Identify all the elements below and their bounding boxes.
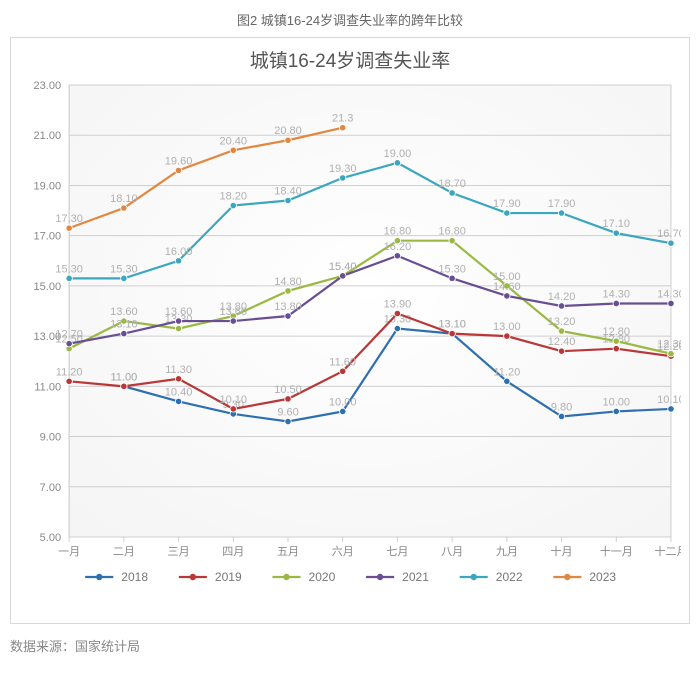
line-chart: 5.00 7.00 9.00 11.00 13.00 15.00 17.00 19.00 21.… (19, 77, 681, 617)
svg-text:18.70: 18.70 (438, 178, 466, 190)
svg-text:13.60: 13.60 (110, 306, 138, 318)
svg-text:16.00: 16.00 (165, 246, 193, 258)
svg-text:21.3: 21.3 (332, 113, 353, 125)
svg-text:14.80: 14.80 (274, 276, 302, 288)
svg-text:13.20: 13.20 (548, 316, 576, 328)
svg-text:15.30: 15.30 (55, 263, 83, 275)
svg-text:16.80: 16.80 (438, 226, 466, 238)
svg-text:19.60: 19.60 (165, 155, 193, 167)
chart-container: 城镇16-24岁调查失业率 5.00 7.00 9.00 11.00 13.00 15.0… (10, 37, 690, 624)
svg-text:十月: 十月 (551, 544, 573, 558)
svg-text:2018: 2018 (121, 570, 148, 584)
svg-text:15.40: 15.40 (329, 261, 357, 273)
svg-text:2023: 2023 (589, 570, 616, 584)
svg-text:18.10: 18.10 (110, 193, 138, 205)
svg-text:12.80: 12.80 (602, 326, 630, 338)
svg-text:19.30: 19.30 (329, 163, 357, 175)
svg-text:15.00: 15.00 (34, 281, 62, 293)
svg-text:14.60: 14.60 (493, 281, 521, 293)
svg-text:16.70: 16.70 (657, 228, 681, 240)
figure-caption: 图2 城镇16-24岁调查失业率的跨年比较 (0, 0, 700, 37)
svg-text:2020: 2020 (309, 570, 336, 584)
svg-text:14.20: 14.20 (548, 291, 576, 303)
svg-text:17.90: 17.90 (548, 198, 576, 210)
svg-text:16.20: 16.20 (384, 241, 412, 253)
svg-text:九月: 九月 (496, 545, 518, 558)
svg-text:15.30: 15.30 (438, 263, 466, 275)
page-root: 图2 城镇16-24岁调查失业率的跨年比较 城镇16-24岁调查失业率 5.00… (0, 0, 700, 684)
svg-text:2019: 2019 (215, 570, 242, 584)
svg-text:2021: 2021 (402, 570, 429, 584)
svg-text:18.20: 18.20 (219, 191, 247, 203)
svg-text:10.00: 10.00 (602, 396, 630, 408)
svg-text:19.00: 19.00 (34, 180, 62, 192)
svg-text:17.30: 17.30 (55, 213, 83, 225)
svg-text:10.10: 10.10 (657, 394, 681, 406)
svg-text:三月: 三月 (168, 546, 190, 558)
svg-text:19.00: 19.00 (384, 148, 412, 160)
svg-text:13.90: 13.90 (384, 299, 412, 311)
svg-text:5.00: 5.00 (40, 532, 61, 544)
svg-text:二月: 二月 (113, 546, 135, 558)
svg-text:13.10: 13.10 (438, 319, 466, 331)
svg-text:21.00: 21.00 (34, 130, 62, 142)
svg-text:16.80: 16.80 (384, 226, 412, 238)
svg-text:10.00: 10.00 (329, 396, 357, 408)
svg-text:2022: 2022 (496, 570, 523, 584)
svg-text:十二月: 十二月 (654, 544, 681, 558)
svg-text:15.30: 15.30 (110, 263, 138, 275)
svg-text:12.30: 12.30 (657, 339, 681, 351)
svg-text:13.00: 13.00 (493, 321, 521, 333)
svg-text:四月: 四月 (222, 546, 244, 558)
svg-text:11.60: 11.60 (329, 356, 356, 368)
svg-text:7.00: 7.00 (40, 482, 61, 494)
svg-text:20.40: 20.40 (219, 135, 247, 147)
svg-text:12.70: 12.70 (55, 329, 83, 341)
svg-text:11.30: 11.30 (165, 364, 192, 376)
svg-text:18.40: 18.40 (274, 186, 302, 198)
svg-text:17.00: 17.00 (34, 231, 62, 243)
svg-text:9.80: 9.80 (551, 401, 572, 413)
svg-text:十一月: 十一月 (600, 544, 633, 558)
svg-text:10.40: 10.40 (165, 386, 193, 398)
svg-text:12.40: 12.40 (548, 336, 576, 348)
svg-text:11.00: 11.00 (34, 381, 61, 393)
svg-text:20.80: 20.80 (274, 125, 302, 137)
svg-text:七月: 七月 (386, 545, 408, 558)
svg-text:17.10: 17.10 (602, 218, 630, 230)
chart-title: 城镇16-24岁调查失业率 (19, 46, 681, 73)
svg-text:六月: 六月 (332, 545, 354, 558)
svg-text:14.30: 14.30 (657, 288, 681, 300)
svg-text:14.30: 14.30 (602, 288, 630, 300)
svg-text:13.80: 13.80 (274, 301, 302, 313)
svg-text:9.00: 9.00 (40, 432, 61, 444)
svg-text:10.50: 10.50 (274, 384, 302, 396)
svg-text:八月: 八月 (441, 546, 463, 558)
svg-text:9.60: 9.60 (277, 407, 298, 419)
svg-text:13.60: 13.60 (165, 306, 193, 318)
svg-text:11.20: 11.20 (493, 366, 520, 378)
svg-text:11.20: 11.20 (56, 366, 83, 378)
svg-text:13.10: 13.10 (110, 319, 138, 331)
svg-text:13.60: 13.60 (219, 306, 247, 318)
svg-text:五月: 五月 (277, 546, 299, 558)
svg-text:10.10: 10.10 (219, 394, 247, 406)
source-label: 数据来源：国家统计局 (0, 624, 700, 655)
svg-text:23.00: 23.00 (34, 80, 62, 92)
svg-text:11.00: 11.00 (110, 371, 137, 383)
svg-text:17.90: 17.90 (493, 198, 521, 210)
svg-text:一月: 一月 (58, 546, 80, 558)
